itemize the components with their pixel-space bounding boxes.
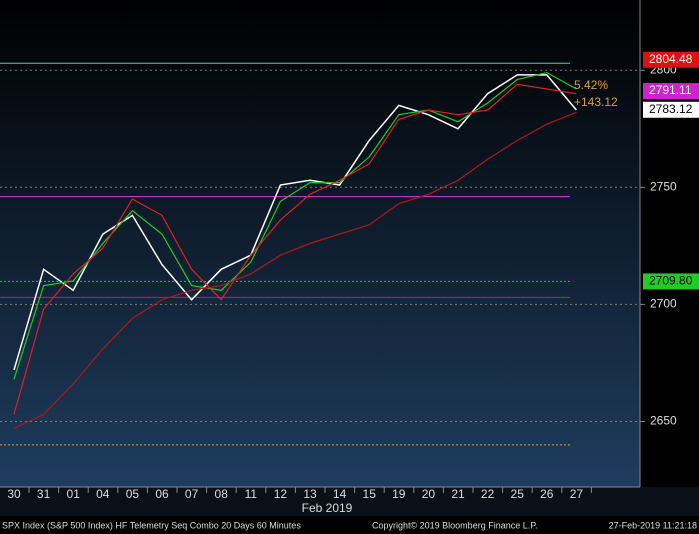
x-tick-label: 22 bbox=[481, 487, 495, 501]
x-tick-label: 27 bbox=[570, 487, 584, 501]
y-tick-label: 2650 bbox=[650, 414, 677, 428]
footer-copyright: Copyright© 2019 Bloomberg Finance L.P. bbox=[372, 520, 538, 530]
month-label: Feb 2019 bbox=[302, 501, 353, 515]
price-label-box bbox=[643, 101, 699, 118]
x-tick-label: 01 bbox=[67, 487, 81, 501]
footer-timestamp: 27-Feb-2019 11:21:18 bbox=[609, 520, 697, 530]
x-tick-label: 11 bbox=[245, 487, 258, 501]
price-label-box bbox=[643, 83, 699, 100]
x-tick-label: 12 bbox=[274, 487, 288, 501]
annotation: 5.42% bbox=[574, 78, 608, 92]
x-tick-label: 26 bbox=[540, 487, 554, 501]
x-tick-label: 30 bbox=[7, 487, 21, 501]
plot-area bbox=[0, 0, 640, 487]
price-label-box bbox=[643, 51, 699, 68]
x-tick-label: 14 bbox=[333, 487, 347, 501]
series-line bbox=[13, 83, 577, 415]
annotation: +143.12 bbox=[574, 95, 618, 109]
x-tick-label: 07 bbox=[185, 487, 199, 501]
x-tick-label: 05 bbox=[126, 487, 140, 501]
x-tick-label: 13 bbox=[303, 487, 317, 501]
x-tick-label: 08 bbox=[215, 487, 229, 501]
x-tick-label: 25 bbox=[511, 487, 525, 501]
x-tick-label: 15 bbox=[363, 487, 377, 501]
x-tick-label: 19 bbox=[392, 487, 406, 501]
series-line bbox=[13, 74, 577, 371]
price-label: 2709.80 bbox=[649, 274, 693, 288]
x-axis-area bbox=[0, 487, 699, 516]
footer-title: SPX Index (S&P 500 Index) HF Telemetry S… bbox=[2, 520, 301, 530]
y-tick-label: 2750 bbox=[650, 179, 677, 193]
y-tick-label: 2700 bbox=[650, 297, 677, 311]
x-tick-label: 21 bbox=[451, 487, 465, 501]
x-tick-label: 31 bbox=[37, 487, 51, 501]
x-tick-label: 20 bbox=[422, 487, 436, 501]
price-label-box bbox=[643, 273, 699, 290]
y-axis-area bbox=[640, 0, 699, 487]
series-line bbox=[13, 71, 577, 380]
series-line bbox=[13, 111, 577, 430]
price-label: 2791.11 bbox=[649, 83, 692, 97]
x-tick-label: 04 bbox=[96, 487, 110, 501]
price-label: 2783.12 bbox=[649, 102, 693, 116]
x-tick-label: 06 bbox=[155, 487, 169, 501]
price-label: 2804.48 bbox=[649, 52, 693, 66]
